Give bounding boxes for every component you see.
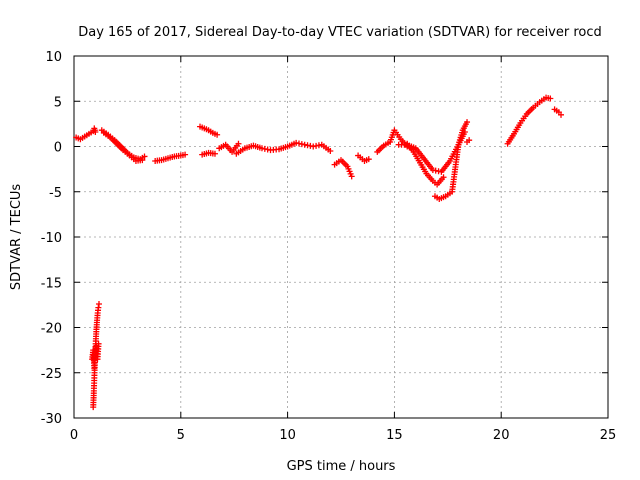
tick-layer: 0 5 10 15 20 25 -30 -25 -20 -15 -10 -5 0 5 10 [41, 50, 617, 443]
data-point [327, 148, 334, 155]
x-tick-label: 5 [177, 428, 185, 443]
y-tick-label: 5 [54, 95, 62, 110]
y-tick-label: 10 [45, 50, 62, 65]
marker-layer [73, 94, 565, 411]
data-point [141, 153, 148, 160]
data-point [92, 129, 99, 136]
data-point [558, 111, 565, 118]
data-point [440, 174, 447, 181]
data-point [95, 340, 102, 347]
y-tick-label: 0 [54, 141, 62, 156]
data-point [464, 119, 471, 126]
x-axis-label: GPS time / hours [287, 459, 396, 474]
grid-layer [74, 56, 608, 418]
y-tick-label: -30 [41, 412, 62, 427]
x-tick-label: 15 [386, 428, 403, 443]
data-point [365, 156, 372, 163]
y-axis-label: SDTVAR / TECUs [9, 184, 24, 291]
y-tick-label: -15 [41, 276, 62, 291]
data-point [211, 150, 218, 157]
chart-title: Day 165 of 2017, Sidereal Day-to-day VTE… [78, 25, 602, 40]
data-point [95, 300, 102, 307]
data-point [214, 131, 221, 138]
data-point [182, 151, 189, 158]
y-tick-label: -5 [49, 186, 62, 201]
y-tick-label: -20 [41, 322, 62, 337]
data-point [466, 137, 473, 144]
data-point [235, 140, 242, 147]
data-point [348, 173, 355, 180]
data-point [547, 95, 554, 102]
x-tick-label: 25 [600, 428, 617, 443]
x-tick-label: 20 [493, 428, 510, 443]
data-point [139, 157, 146, 164]
x-tick-label: 10 [279, 428, 296, 443]
x-tick-label: 0 [70, 428, 78, 443]
y-tick-label: -10 [41, 231, 62, 246]
y-tick-label: -25 [41, 367, 62, 382]
